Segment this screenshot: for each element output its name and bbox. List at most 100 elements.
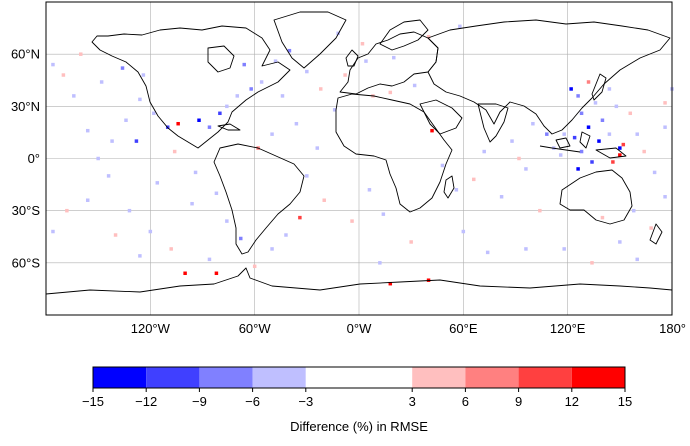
antarctica-outline xyxy=(45,267,673,316)
data-cell xyxy=(461,229,466,234)
data-cell xyxy=(176,121,180,126)
data-cell xyxy=(148,229,153,234)
data-cell xyxy=(127,208,132,213)
data-cell xyxy=(607,87,612,91)
data-cell xyxy=(360,41,365,46)
south-america-outline xyxy=(213,143,305,255)
colorbar-bin xyxy=(305,367,413,388)
data-cell xyxy=(72,94,76,98)
colorbar-bin xyxy=(465,367,519,388)
data-cell xyxy=(343,73,347,77)
data-cell xyxy=(197,118,201,122)
data-cell xyxy=(259,80,264,84)
data-cell xyxy=(141,73,146,77)
lat-tick-label: 60°N xyxy=(11,47,40,62)
asia-outline xyxy=(427,19,671,135)
data-cell xyxy=(597,139,601,143)
data-cell xyxy=(412,83,417,88)
data-cell xyxy=(458,24,462,29)
data-cell xyxy=(315,146,320,150)
data-cell xyxy=(225,219,229,223)
data-cell xyxy=(350,219,354,223)
africa-outline xyxy=(335,93,453,213)
data-cell xyxy=(635,132,639,136)
data-cell xyxy=(663,101,667,105)
data-cell xyxy=(482,149,486,154)
data-cell xyxy=(632,208,636,213)
data-cell xyxy=(426,35,431,39)
data-cell xyxy=(225,104,229,109)
colorbar-tick-label: −15 xyxy=(82,394,104,409)
data-cell xyxy=(607,132,612,136)
colorbar-tick-label: 6 xyxy=(462,394,469,409)
data-cell xyxy=(409,240,413,244)
data-cell xyxy=(270,132,274,136)
data-cell xyxy=(510,139,514,143)
data-cell xyxy=(190,201,194,206)
data-cell xyxy=(155,181,160,185)
data-cell xyxy=(61,73,66,77)
colorbar-tick-label: −3 xyxy=(298,394,313,409)
data-cell xyxy=(124,118,128,122)
data-cell xyxy=(287,48,292,53)
colorbar-bin xyxy=(93,367,147,388)
data-cell xyxy=(99,80,104,84)
data-cell xyxy=(85,198,90,202)
data-cell xyxy=(600,118,605,122)
data-cell xyxy=(138,254,142,258)
data-cell xyxy=(618,240,622,244)
data-cell xyxy=(531,121,535,126)
lon-tick-label: 60°W xyxy=(239,321,272,336)
data-cell xyxy=(576,167,580,171)
longitude-tick-labels: 120°W 60°W 0°W 60°E 120°E 180° xyxy=(131,321,686,336)
data-cell xyxy=(96,156,100,161)
data-cell xyxy=(207,125,212,129)
colorbar-bin xyxy=(518,367,572,388)
data-cell xyxy=(305,69,309,74)
data-cell xyxy=(214,191,219,196)
data-cell xyxy=(249,87,253,91)
data-cell xyxy=(652,170,657,175)
british-isles-outline xyxy=(345,49,359,67)
data-cell xyxy=(110,139,114,143)
data-cell xyxy=(593,101,598,105)
japan-outline xyxy=(591,73,607,101)
lon-tick-label: 120°E xyxy=(550,321,586,336)
data-cell xyxy=(113,233,118,237)
north-america-outline xyxy=(91,25,291,149)
hudson-bay-outline xyxy=(207,45,235,73)
data-cell xyxy=(586,80,591,84)
data-cell xyxy=(635,257,639,262)
data-cell xyxy=(294,121,299,126)
data-cell xyxy=(472,177,476,182)
colorbar-tick-label: −6 xyxy=(245,394,260,409)
data-cell xyxy=(579,149,584,154)
india-outline xyxy=(477,103,509,143)
colorbar-label: Difference (%) in RMSE xyxy=(290,419,428,434)
data-cell xyxy=(106,174,111,178)
data-cell xyxy=(85,128,90,133)
data-cell xyxy=(485,250,490,255)
data-cell xyxy=(618,153,622,157)
data-cell xyxy=(183,271,187,276)
data-cell xyxy=(524,167,528,171)
data-cell xyxy=(618,146,622,150)
data-cell xyxy=(569,87,573,91)
map-frame xyxy=(45,1,673,316)
data-cell xyxy=(152,111,156,116)
latitude-tick-labels: 60°N 30°N 0° 30°S 60°S xyxy=(11,47,40,271)
data-cell xyxy=(65,208,69,213)
data-cell xyxy=(621,142,626,147)
cuba-outline xyxy=(217,123,241,131)
colorbar-tick-label: −9 xyxy=(192,394,207,409)
graticule xyxy=(46,2,672,315)
colorbar-bin xyxy=(571,367,625,388)
southeast-asia-islands-outline xyxy=(539,131,627,159)
data-cell xyxy=(430,128,434,133)
colorbar-tick-label: 15 xyxy=(618,394,632,409)
data-cell xyxy=(600,215,605,220)
colorbar: −15 −12 −9 −6 −3 3 6 9 12 15 Difference (%) in RM… xyxy=(82,366,632,434)
data-cell xyxy=(545,132,549,136)
data-cell xyxy=(51,229,55,234)
continent-outlines xyxy=(45,11,673,316)
